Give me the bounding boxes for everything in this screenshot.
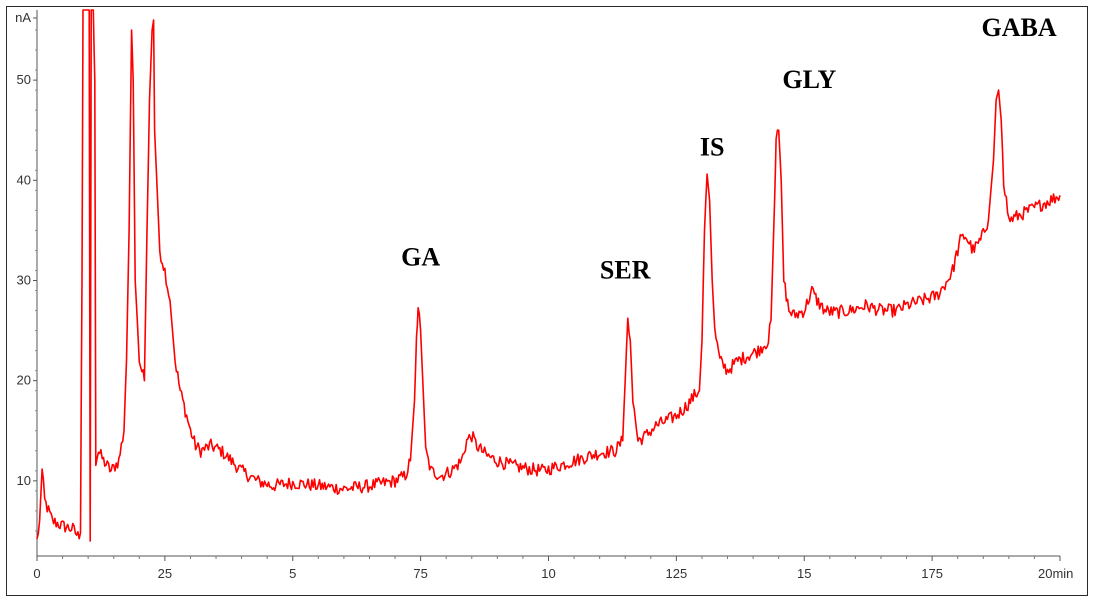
- x-tick-label: 10: [541, 566, 555, 581]
- x-tick-label: 75: [413, 566, 427, 581]
- y-tick-label: 50: [17, 72, 31, 87]
- x-tick-label: 25: [158, 566, 172, 581]
- peak-label-is: IS: [700, 132, 725, 161]
- x-tick-label: 175: [921, 566, 943, 581]
- series-group: [36, 9, 1061, 542]
- x-tick-label: 0: [33, 566, 40, 581]
- y-tick-label: 40: [17, 172, 31, 187]
- x-tick-label: 15: [797, 566, 811, 581]
- axes: 0 25 5 75 10 125 15 175 20min 10 20 30 40 50 nA: [15, 10, 1073, 581]
- peak-label-ga: GA: [401, 242, 440, 271]
- peak-label-gly: GLY: [782, 65, 836, 94]
- y-tick-label: 10: [17, 473, 31, 488]
- y-tick-label: nA: [15, 10, 31, 25]
- peak-label-ser: SER: [600, 255, 651, 284]
- y-tick-label: 20: [17, 373, 31, 388]
- chart-frame: [6, 6, 1088, 596]
- x-tick-label: 125: [666, 566, 688, 581]
- peak-labels: GA SER IS GLY GABA: [401, 13, 1057, 284]
- series-line: [36, 9, 1061, 542]
- x-tick-label: 20min: [1038, 566, 1073, 581]
- y-tick-label: 30: [17, 272, 31, 287]
- x-tick-label: 5: [289, 566, 296, 581]
- peak-label-gaba: GABA: [982, 13, 1057, 42]
